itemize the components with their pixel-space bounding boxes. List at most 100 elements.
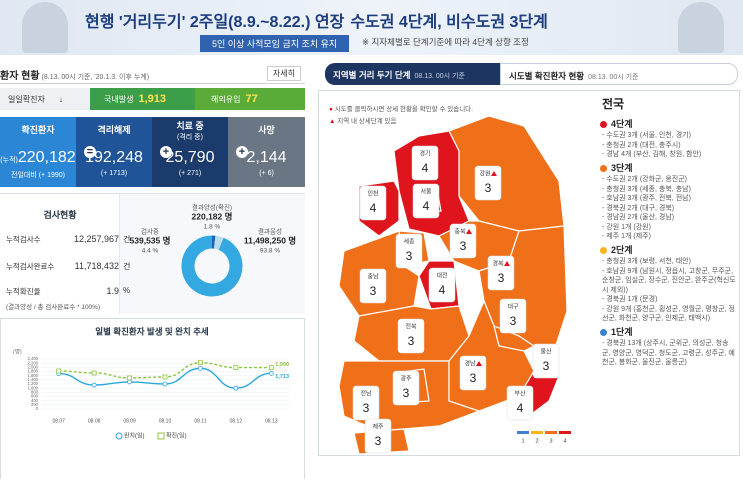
point-marker [128, 380, 132, 384]
stage-heading: 4단계 [600, 120, 736, 130]
row-label: 누적확진율 [6, 287, 41, 296]
banner-subtitle: 5인 이상 사적모임 금지 조치 유지 [200, 35, 349, 52]
point-marker [57, 369, 61, 373]
domestic-label: 국내발생 [104, 94, 133, 105]
region-level: 3 [485, 181, 492, 195]
legend-label: 완치(일) [124, 432, 145, 440]
region-name: 경남 [464, 360, 476, 368]
point-marker [163, 382, 167, 386]
card-value-wrap: (누적)220,182 [0, 149, 76, 167]
domestic-value: 1,913 [138, 93, 166, 105]
stage-item: - 충청권 3개 (세종, 충북, 충남) [602, 185, 736, 195]
tab-basis: 08.13. 00시 기준 [414, 73, 464, 80]
legend-level: 1 [521, 438, 524, 444]
card-label: 격리해제 [76, 117, 152, 145]
daily-label: 일일확진자↓ [0, 88, 90, 110]
person-photo [678, 2, 724, 53]
point-marker [269, 366, 273, 370]
stage-item: - 강원 1개 (강원) [602, 223, 736, 233]
stage-label: 1단계 [611, 328, 633, 338]
stage-label: 2단계 [611, 246, 633, 256]
card-change: (+ 1713) [76, 170, 152, 177]
tests-title: 검사현황 [0, 208, 120, 221]
point-marker [163, 375, 167, 379]
region-name: 부산 [514, 390, 526, 398]
stage-heading: 3단계 [600, 164, 736, 174]
domestic: 국내발생 1,913 [90, 88, 195, 110]
stage-item: - 호남권 3개 (광주, 전북, 전남) [602, 194, 736, 204]
point-marker [269, 371, 273, 375]
stage-item: - 경남 4개 (부산, 김해, 창원, 함안) [602, 150, 736, 160]
row-value: 12,257,967 [64, 234, 119, 244]
tab-active[interactable]: 지역별 거리 두기 단계 08.13. 00시 기준 [325, 63, 500, 85]
row-label: 누적검사수 [6, 235, 41, 244]
donut-count: 539,535 명 [130, 235, 171, 245]
plus-icon: + [160, 146, 172, 158]
donut-slice [215, 242, 221, 244]
y-axis-label: (명) [13, 348, 22, 355]
card-change: (+ 6) [228, 170, 305, 177]
daily-label-text: 일일확진자 [8, 94, 45, 105]
donut-percent: 4.4 % [142, 248, 159, 255]
more-button[interactable]: 자세히 [267, 66, 301, 81]
x-tick-label: 08.13 [265, 418, 278, 424]
status-header: 환자 현황 (8.13. 00시 기준, '20.1.3. 이후 누계)자세히 [0, 62, 305, 84]
region-name: 울산 [540, 348, 552, 356]
region-name: 서울 [420, 188, 432, 196]
region-name: 광주 [400, 376, 412, 383]
region-level: 3 [370, 284, 377, 298]
point-marker [92, 371, 96, 375]
legend-level: 3 [549, 438, 552, 444]
plus-icon: = [84, 146, 96, 158]
region-name: 대구 [507, 303, 519, 311]
point-marker [198, 366, 202, 370]
stage-item: - 수도권 2개 (강화군, 옹진군) [602, 175, 736, 185]
stage-dot [600, 121, 607, 128]
stage-heading: 2단계 [600, 246, 736, 256]
legend-marker [158, 433, 164, 439]
region-name: 강원 [479, 170, 490, 178]
stage-item: - 호남권 9개 (남원시, 정읍시, 고창군, 무주군, 순창군, 임실군, … [602, 267, 736, 296]
overseas-label: 해외유입 [211, 94, 240, 105]
point-marker [234, 386, 238, 390]
region-level: 3 [408, 334, 415, 348]
x-tick-label: 08.10 [159, 418, 172, 424]
legend-swatch [545, 431, 557, 434]
trend-chart: 일별 확진환자 발생 및 완치 추세(명)02004006008001,0001… [1, 319, 304, 480]
tab-label: 지역별 거리 두기 단계 [333, 70, 410, 80]
donut-count: 11,498,250 명 [244, 235, 296, 245]
donut-percent: 1.8 % [204, 224, 221, 231]
region-level: 3 [460, 239, 467, 253]
value-label: 1,713 [275, 374, 289, 380]
legend-marker [116, 433, 122, 439]
region-level: 4 [370, 201, 377, 215]
stage-item: - 경남권 2개 (울산, 경남) [602, 213, 736, 223]
title-suffix: 수도권 4단계, 비수도권 3단계 [350, 14, 548, 31]
region-name: 충북 [454, 228, 466, 236]
stage-dot [600, 165, 607, 172]
person-photo [22, 2, 68, 53]
region-level: 3 [543, 359, 550, 373]
card-change: (+ 271) [152, 170, 228, 177]
region-name: 전남 [360, 390, 372, 398]
region-level: 3 [363, 401, 370, 415]
region-level: 3 [403, 386, 410, 400]
status-title: 환자 현황 [0, 71, 40, 82]
card-value: 220,182 [18, 149, 76, 166]
region-level: 3 [406, 249, 413, 263]
row-value: 11,718,432 [64, 261, 119, 271]
region-level: 4 [423, 199, 430, 213]
region-level: 3 [510, 314, 517, 328]
stage-item: - 경북권 2개 (대구, 경북) [602, 204, 736, 214]
donut-count: 220,182 명 [192, 211, 233, 221]
x-tick-label: 08.07 [52, 418, 65, 424]
stage-label: 3단계 [611, 164, 633, 174]
